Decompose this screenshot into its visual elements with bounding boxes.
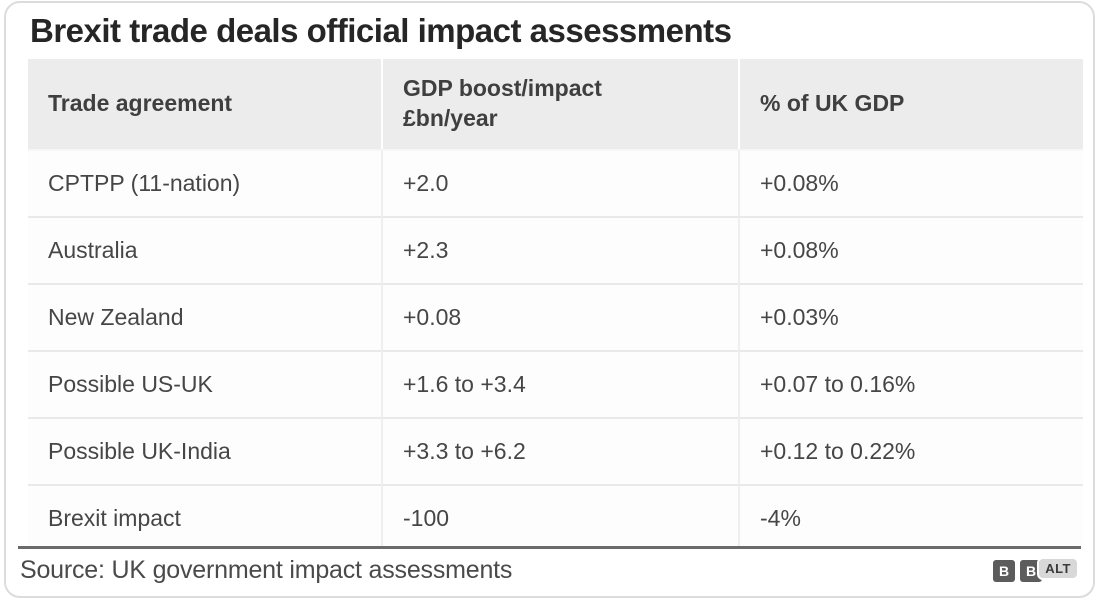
cell-pct-gdp: +0.03% <box>738 283 1083 351</box>
cell-pct-gdp: +0.07 to 0.16% <box>738 350 1083 418</box>
infographic-card: Brexit trade deals official impact asses… <box>4 1 1095 598</box>
cell-agreement: Possible UK-India <box>28 417 381 485</box>
cell-agreement: Brexit impact <box>28 484 381 552</box>
table-row: Possible US-UK +1.6 to +3.4 +0.07 to 0.1… <box>28 350 1083 418</box>
table-row: Australia +2.3 +0.08% <box>28 216 1083 284</box>
column-header-pct-uk-gdp: % of UK GDP <box>738 59 1083 150</box>
cell-gdp-boost: +2.3 <box>381 216 738 284</box>
table-header: Trade agreement GDP boost/impact £bn/yea… <box>28 59 1083 150</box>
cell-agreement: CPTPP (11-nation) <box>28 149 381 217</box>
table-row: CPTPP (11-nation) +2.0 +0.08% <box>28 149 1083 217</box>
cell-agreement: Australia <box>28 216 381 284</box>
cell-gdp-boost: +3.3 to +6.2 <box>381 417 738 485</box>
bbc-logo-block-icon: B <box>993 559 1015 582</box>
cell-pct-gdp: +0.12 to 0.22% <box>738 417 1083 485</box>
bbc-logo: B B ALT <box>993 556 1079 585</box>
table-row: New Zealand +0.08 +0.03% <box>28 283 1083 351</box>
alt-text-badge[interactable]: ALT <box>1037 556 1079 580</box>
cell-gdp-boost: +2.0 <box>381 149 738 217</box>
table-body: CPTPP (11-nation) +2.0 +0.08% Australia … <box>28 149 1083 552</box>
table-row: Brexit impact -100 -4% <box>28 484 1083 552</box>
bbc-logo-block-icon: B <box>1020 559 1042 582</box>
column-header-gdp-boost: GDP boost/impact £bn/year <box>381 59 738 150</box>
cell-pct-gdp: -4% <box>738 484 1083 552</box>
header-row: Trade agreement GDP boost/impact £bn/yea… <box>28 59 1083 150</box>
source-text: Source: UK government impact assessments <box>20 556 513 584</box>
cell-pct-gdp: +0.08% <box>738 216 1083 284</box>
footer: Source: UK government impact assessments… <box>18 546 1081 590</box>
page-title: Brexit trade deals official impact asses… <box>30 12 732 49</box>
cell-gdp-boost: +0.08 <box>381 283 738 351</box>
cell-gdp-boost: +1.6 to +3.4 <box>381 350 738 418</box>
cell-agreement: New Zealand <box>28 283 381 351</box>
cell-pct-gdp: +0.08% <box>738 149 1083 217</box>
cell-gdp-boost: -100 <box>381 484 738 552</box>
table-row: Possible UK-India +3.3 to +6.2 +0.12 to … <box>28 417 1083 485</box>
impact-table: Trade agreement GDP boost/impact £bn/yea… <box>28 59 1083 552</box>
column-header-trade-agreement: Trade agreement <box>28 59 381 150</box>
cell-agreement: Possible US-UK <box>28 350 381 418</box>
